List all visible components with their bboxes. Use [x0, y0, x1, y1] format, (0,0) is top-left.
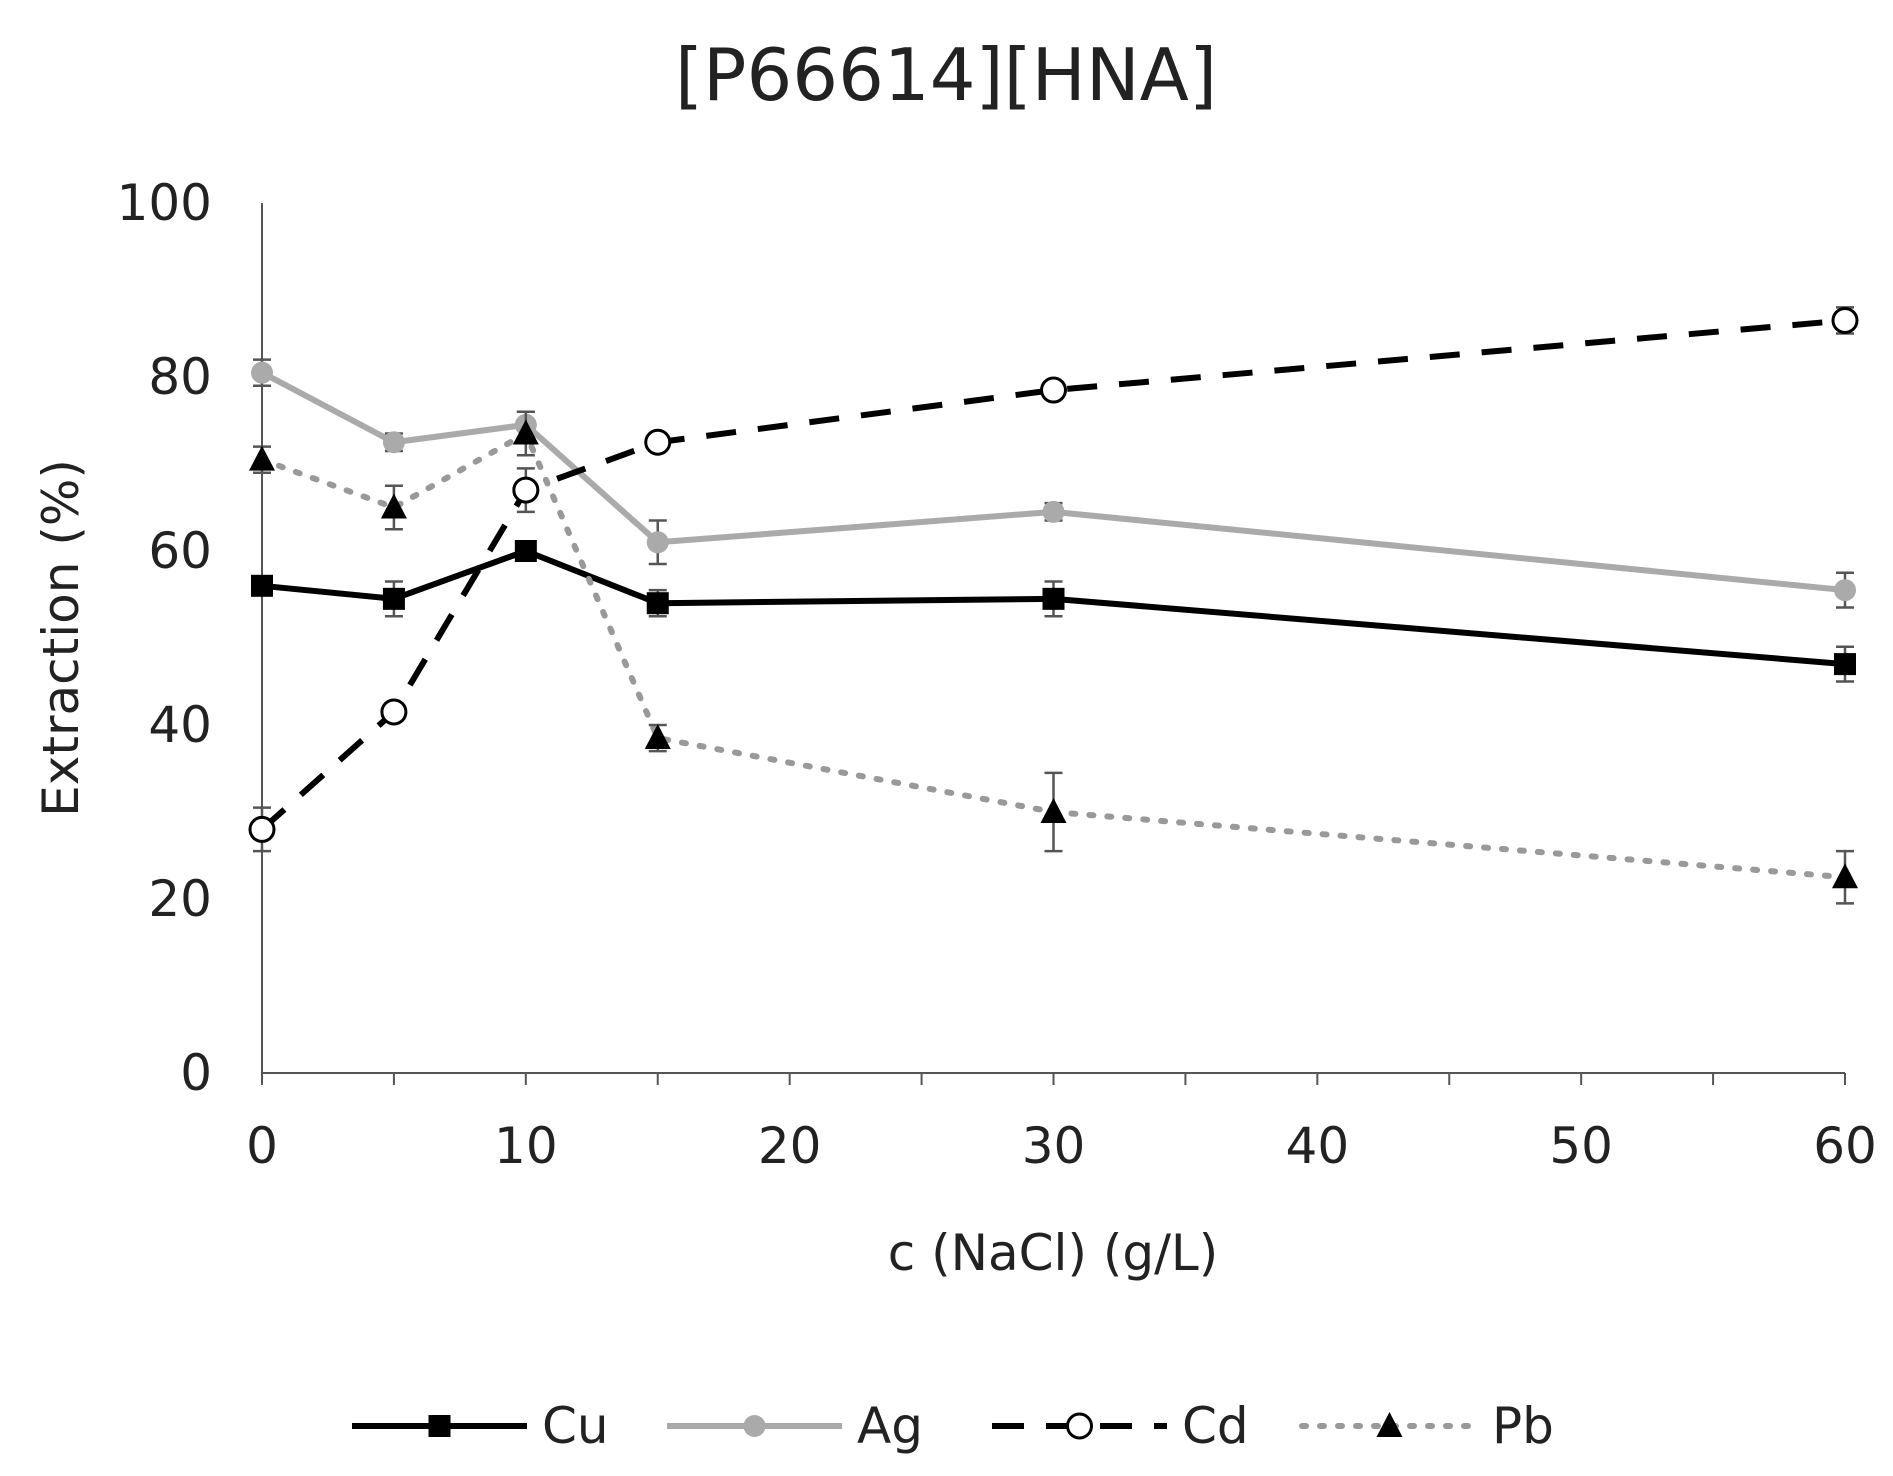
- y-tick-label: 20: [148, 870, 212, 928]
- data-point-ag: [1042, 500, 1065, 523]
- data-point-cu: [514, 540, 537, 562]
- series-cd: [248, 306, 1859, 853]
- legend-label-ag: Ag: [857, 1397, 923, 1455]
- series-line-ag: [260, 369, 1846, 594]
- data-point-pb: [249, 445, 275, 471]
- y-tick-label: 80: [148, 348, 212, 406]
- series-line-pb: [259, 430, 1848, 881]
- series-cu: [251, 540, 1856, 683]
- y-tick-label: 40: [148, 696, 212, 754]
- legend-item-ag: Ag: [667, 1397, 923, 1455]
- legend-item-pb: Pb: [1299, 1397, 1554, 1455]
- data-point-pb: [1832, 863, 1858, 889]
- y-tick-label: 60: [148, 522, 212, 580]
- x-tick-label: 0: [246, 1117, 278, 1175]
- data-point-cd: [248, 815, 276, 843]
- x-tick-label: 30: [1022, 1117, 1086, 1175]
- data-point-ag: [382, 431, 405, 454]
- legend-item-cd: Cd: [992, 1397, 1249, 1455]
- legend-marker-cd: [1066, 1412, 1093, 1440]
- y-tick-label: 0: [180, 1044, 212, 1102]
- x-tick-label: 10: [494, 1117, 558, 1175]
- data-point-pb: [1040, 798, 1067, 823]
- data-point-ag: [251, 361, 273, 384]
- data-point-pb: [644, 724, 671, 750]
- series-line-cd: [260, 317, 1846, 832]
- data-point-cu: [251, 574, 273, 597]
- data-point-cu: [1042, 587, 1065, 610]
- x-tick-label: 20: [758, 1117, 822, 1175]
- legend: Cu Ag Cd Pb: [352, 1397, 1554, 1455]
- data-point-cd: [380, 698, 408, 726]
- x-axis-label: c (NaCl) (g/L): [888, 1224, 1219, 1282]
- data-point-cd: [644, 428, 672, 456]
- y-tick-label: 100: [117, 174, 212, 232]
- y-axis-label: Extraction (%): [32, 459, 90, 817]
- series-line-cu: [261, 548, 1846, 668]
- data-point-cd: [512, 476, 540, 504]
- legend-marker-ag: [743, 1415, 766, 1437]
- x-tick-label: 60: [1813, 1117, 1877, 1175]
- legend-item-cu: Cu: [352, 1397, 609, 1455]
- data-point-cu: [1834, 653, 1856, 676]
- data-point-pb: [512, 419, 539, 445]
- legend-marker-pb: [1376, 1412, 1403, 1437]
- x-tick-label: 50: [1549, 1117, 1613, 1175]
- data-point-ag: [1834, 579, 1856, 602]
- legend-label-pb: Pb: [1492, 1397, 1554, 1455]
- data-point-cd: [1040, 376, 1067, 404]
- data-point-cu: [382, 587, 405, 610]
- data-point-cd: [1831, 306, 1859, 334]
- x-tick-label: 40: [1286, 1117, 1350, 1175]
- legend-label-cu: Cu: [542, 1397, 609, 1455]
- chart-title: [P66614][HNA]: [675, 33, 1217, 117]
- legend-label-cd: Cd: [1182, 1397, 1249, 1455]
- legend-marker-cu: [428, 1415, 451, 1437]
- plot-area: 0 10 20 30 40 50 60 0 20 40 60 80 100: [117, 174, 1877, 1175]
- data-point-ag: [646, 531, 669, 554]
- series-pb: [249, 410, 1858, 905]
- data-point-cu: [646, 592, 669, 615]
- data-point-pb: [380, 493, 407, 519]
